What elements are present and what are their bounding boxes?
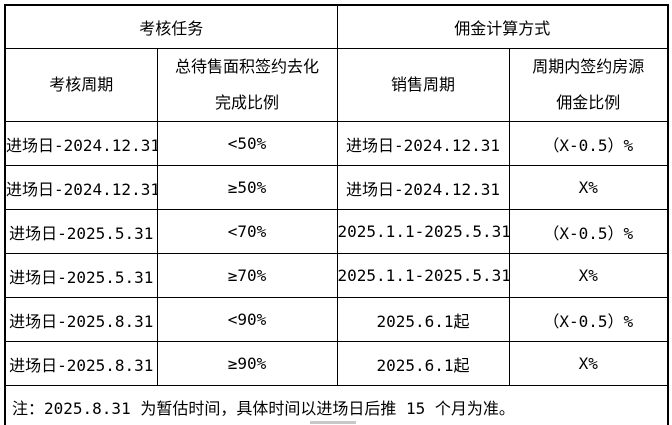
- table-note-row: 注：2025.8.31 为暂估时间，具体时间以进场日后推 15 个月为准。: [4, 385, 669, 425]
- column-header-assessment-period: 考核周期: [4, 48, 158, 122]
- cell-commission-rate: X%: [508, 165, 669, 210]
- column-header-label-line2: 佣金比例: [556, 93, 621, 112]
- scrollbar-thumb-artifact: [310, 421, 356, 424]
- cell-sales-period: 进场日-2024.12.31: [336, 121, 510, 166]
- cell-assessment-period: 进场日-2024.12.31: [4, 165, 158, 210]
- column-header-label-line1: 周期内签约房源: [532, 57, 645, 76]
- table-row: 进场日-2025.8.31 ≥90% 2025.6.1起 X%: [4, 341, 669, 386]
- column-header-completion-ratio: 总待售面积签约去化 完成比例: [156, 48, 338, 122]
- cell-assessment-period: 进场日-2025.8.31: [4, 297, 158, 342]
- column-header-label: 销售周期: [391, 75, 456, 94]
- table-row: 进场日-2025.8.31 <90% 2025.6.1起 （X-0.5）%: [4, 297, 669, 342]
- table-column-header-row: 考核周期 总待售面积签约去化 完成比例 销售周期 周期内签约房源 佣金比例: [4, 48, 669, 122]
- cell-completion-ratio: <70%: [156, 209, 338, 254]
- cell-completion-ratio: <50%: [156, 121, 338, 166]
- group-header-commission-method: 佣金计算方式: [336, 4, 669, 49]
- cell-commission-rate: X%: [508, 341, 669, 386]
- cell-sales-period: 2025.6.1起: [336, 341, 510, 386]
- cell-sales-period: 进场日-2024.12.31: [336, 165, 510, 210]
- cell-completion-ratio: <90%: [156, 297, 338, 342]
- cell-sales-period: 2025.6.1起: [336, 297, 510, 342]
- commission-table: 考核任务 佣金计算方式 考核周期 总待售面积签约去化 完成比例 销售周期 周期内…: [4, 4, 670, 425]
- table-row: 进场日-2024.12.31 ≥50% 进场日-2024.12.31 X%: [4, 165, 669, 210]
- cell-sales-period: 2025.1.1-2025.5.31: [336, 209, 510, 254]
- cell-completion-ratio: ≥70%: [156, 253, 338, 298]
- table-group-header-row: 考核任务 佣金计算方式: [4, 4, 669, 49]
- cell-completion-ratio: ≥90%: [156, 341, 338, 386]
- column-header-commission-rate: 周期内签约房源 佣金比例: [508, 48, 669, 122]
- column-header-sales-period: 销售周期: [336, 48, 510, 122]
- column-header-label-line1: 总待售面积签约去化: [175, 57, 320, 76]
- cell-commission-rate: （X-0.5）%: [508, 121, 669, 166]
- cell-completion-ratio: ≥50%: [156, 165, 338, 210]
- table-row: 进场日-2025.5.31 ≥70% 2025.1.1-2025.5.31 X%: [4, 253, 669, 298]
- cell-assessment-period: 进场日-2024.12.31: [4, 121, 158, 166]
- table-row: 进场日-2024.12.31 <50% 进场日-2024.12.31 （X-0.…: [4, 121, 669, 166]
- cell-commission-rate: （X-0.5）%: [508, 209, 669, 254]
- column-header-label-line2: 完成比例: [215, 93, 280, 112]
- cell-assessment-period: 进场日-2025.5.31: [4, 253, 158, 298]
- cell-assessment-period: 进场日-2025.5.31: [4, 209, 158, 254]
- column-header-label: 考核周期: [49, 75, 114, 94]
- table-row: 进场日-2025.5.31 <70% 2025.1.1-2025.5.31 （X…: [4, 209, 669, 254]
- cell-commission-rate: （X-0.5）%: [508, 297, 669, 342]
- table-note: 注：2025.8.31 为暂估时间，具体时间以进场日后推 15 个月为准。: [4, 385, 669, 425]
- group-header-assessment-task: 考核任务: [4, 4, 338, 49]
- cell-assessment-period: 进场日-2025.8.31: [4, 341, 158, 386]
- cell-sales-period: 2025.1.1-2025.5.31: [336, 253, 510, 298]
- cell-commission-rate: X%: [508, 253, 669, 298]
